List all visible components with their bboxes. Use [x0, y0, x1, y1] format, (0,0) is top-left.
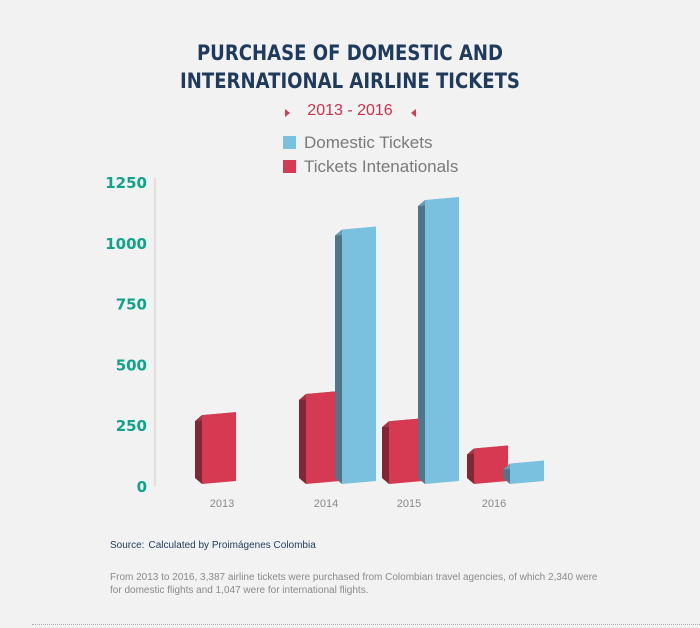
- y-tick-label: 750: [116, 296, 147, 314]
- chart-subtitle: 2013 - 2016: [0, 102, 700, 120]
- bar-side: [335, 229, 342, 484]
- bar-side: [467, 448, 474, 484]
- x-tick-label: 2016: [482, 498, 506, 510]
- subtitle-text: 2013 - 2016: [307, 102, 393, 119]
- bar-side: [195, 415, 202, 484]
- x-tick-label: 2013: [210, 498, 234, 510]
- triangle-right-icon: [285, 109, 290, 117]
- bar-domestic-2016: [510, 460, 544, 484]
- source-line: Source: Calculated by Proimágenes Colombi…: [110, 540, 316, 551]
- y-tick-label: 1250: [105, 174, 147, 192]
- y-tick-label: 500: [116, 356, 147, 374]
- footnote: From 2013 to 2016, 3,387 airline tickets…: [110, 572, 598, 596]
- legend-swatch-domestic: [283, 136, 296, 149]
- bar-international-2016: [474, 445, 508, 484]
- divider: [32, 624, 700, 625]
- y-tick-label: 1000: [105, 235, 147, 253]
- x-tick-label: 2015: [397, 498, 421, 510]
- legend-item-international: Tickets Intenationals: [283, 157, 458, 177]
- bar-domestic-2015: [425, 197, 459, 484]
- bar-side: [382, 421, 389, 484]
- bar-side: [299, 394, 306, 484]
- bar-international-2014: [306, 391, 340, 484]
- legend-label-international: Tickets Intenationals: [304, 157, 459, 176]
- bar-international-2015: [389, 418, 423, 484]
- bar-international-2013: [202, 412, 236, 484]
- y-tick-label: 0: [137, 478, 147, 496]
- legend-swatch-international: [283, 160, 296, 173]
- bar-side: [418, 200, 425, 484]
- triangle-left-icon: [411, 109, 416, 117]
- source-label: Source:: [110, 540, 145, 551]
- legend-item-domestic: Domestic Tickets: [283, 133, 432, 153]
- source-text: Calculated by Proimágenes Colombia: [148, 540, 316, 551]
- y-tick-label: 250: [116, 417, 147, 435]
- chart-title-line-1: PURCHASE OF DOMESTIC AND: [196, 41, 504, 65]
- bar-domestic-2014: [342, 226, 376, 484]
- chart-title-line-2: INTERNATIONAL AIRLINE TICKETS: [180, 69, 520, 93]
- x-tick-label: 2014: [314, 498, 338, 510]
- legend-label-domestic: Domestic Tickets: [304, 133, 433, 152]
